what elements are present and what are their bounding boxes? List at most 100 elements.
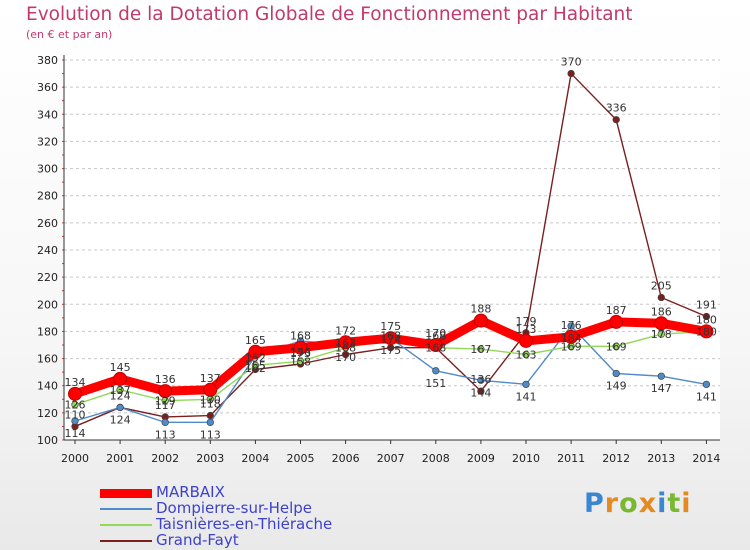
x-tick-label: 2001 [106, 452, 134, 465]
x-tick-label: 2011 [557, 452, 585, 465]
data-label: 151 [425, 377, 446, 390]
legend-swatch [100, 524, 152, 526]
y-tick-label: 180 [37, 325, 58, 338]
y-tick-label: 240 [37, 244, 58, 257]
data-point [477, 376, 485, 384]
data-label: 145 [110, 361, 131, 374]
data-point [473, 313, 488, 328]
data-point [158, 384, 173, 399]
data-label: 174 [380, 334, 401, 347]
x-tick-label: 2004 [241, 452, 269, 465]
data-label: 163 [335, 337, 356, 350]
x-tick-label: 2007 [377, 452, 405, 465]
data-label: 137 [200, 372, 221, 385]
y-tick-label: 140 [37, 380, 58, 393]
data-point [116, 403, 124, 412]
data-point [657, 372, 665, 380]
data-label: 176 [561, 319, 582, 332]
data-label: 126 [65, 399, 86, 412]
data-point [248, 344, 263, 359]
data-label: 170 [335, 351, 356, 364]
data-label: 136 [470, 373, 491, 386]
data-label: 156 [290, 346, 311, 359]
data-point [699, 324, 714, 339]
data-label: 191 [696, 299, 717, 312]
data-label: 113 [155, 428, 176, 441]
data-label: 152 [245, 351, 266, 364]
data-point [203, 382, 218, 397]
data-point [296, 357, 305, 365]
data-label: 124 [110, 389, 131, 402]
x-tick-label: 2010 [512, 452, 540, 465]
data-point [383, 331, 398, 346]
chart-subtitle: (en € et par an) [26, 28, 113, 41]
data-label: 149 [606, 380, 627, 393]
data-label: 165 [245, 334, 266, 347]
data-point [522, 380, 530, 389]
y-tick-label: 340 [37, 108, 58, 121]
series-layer [68, 69, 714, 431]
data-label: 168 [290, 330, 311, 343]
legend-swatch [100, 508, 152, 510]
data-label: 178 [651, 328, 672, 341]
y-tick-label: 160 [37, 353, 58, 366]
data-label: 187 [606, 304, 627, 317]
data-point [609, 314, 624, 329]
data-label: 172 [335, 324, 356, 337]
data-point [432, 367, 440, 375]
plot-area [64, 55, 720, 440]
data-point [612, 116, 620, 124]
data-label: 136 [155, 373, 176, 386]
data-label: 114 [65, 427, 86, 440]
y-tick-label: 320 [37, 135, 58, 148]
data-point [612, 342, 620, 351]
data-label: 169 [606, 340, 627, 353]
x-tick-label: 2002 [151, 452, 179, 465]
data-label: 155 [245, 359, 266, 372]
data-label: 141 [516, 390, 537, 403]
x-tick-label: 2009 [467, 452, 495, 465]
data-point [71, 417, 79, 425]
data-point [161, 418, 169, 427]
grid [64, 55, 720, 441]
data-point [206, 418, 214, 427]
data-label: 173 [516, 323, 537, 336]
data-point [293, 340, 308, 355]
data-label: 147 [651, 382, 672, 395]
data-label: 163 [516, 349, 537, 362]
data-label: 188 [470, 303, 491, 316]
data-label: 179 [516, 315, 537, 328]
legend-label: Grand-Fayt [156, 531, 239, 549]
data-label: 168 [425, 342, 446, 355]
data-label: 129 [155, 395, 176, 408]
data-label: 134 [65, 376, 86, 389]
data-label: 170 [425, 327, 446, 340]
x-tick-label: 2012 [602, 452, 630, 465]
data-label: 110 [65, 408, 86, 421]
y-tick-label: 220 [37, 271, 58, 284]
x-tick-label: 2013 [647, 452, 675, 465]
legend-label: Dompierre-sur-Helpe [156, 499, 313, 517]
data-point [657, 330, 665, 338]
data-point [702, 312, 711, 321]
data-label: 205 [651, 280, 672, 293]
data-label: 118 [200, 398, 221, 411]
data-point [113, 371, 128, 386]
legend-label: Taisnières-en-Thiérache [156, 515, 333, 533]
data-label: 113 [200, 428, 221, 441]
data-point [567, 322, 575, 330]
y-tick-label: 360 [37, 81, 58, 94]
data-label: 141 [696, 390, 717, 403]
x-tick-label: 2006 [332, 452, 360, 465]
x-tick-label: 2005 [287, 452, 315, 465]
data-point [612, 369, 620, 378]
y-tick-label: 380 [37, 54, 58, 67]
x-tick-label: 2003 [196, 452, 224, 465]
data-label: 180 [696, 313, 717, 326]
data-point [251, 361, 260, 370]
data-point [116, 386, 124, 394]
data-point [519, 333, 533, 348]
data-label: 168 [380, 330, 401, 343]
data-label: 167 [470, 343, 491, 356]
